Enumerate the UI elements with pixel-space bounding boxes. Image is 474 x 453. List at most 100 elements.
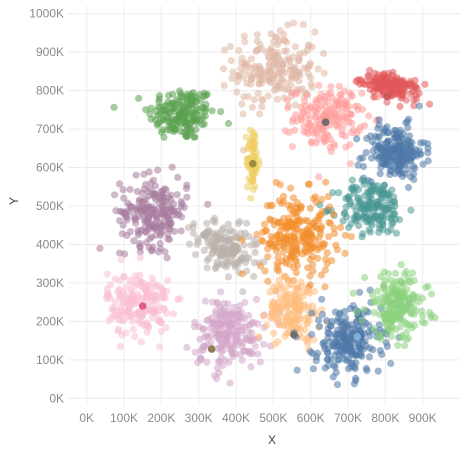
scatter-point <box>239 110 247 118</box>
scatter-point <box>134 226 142 234</box>
scatter-point <box>305 115 313 123</box>
scatter-point <box>144 215 152 223</box>
scatter-point <box>303 319 311 327</box>
scatter-point <box>341 87 349 95</box>
scatter-point <box>188 127 196 136</box>
scatter-point <box>424 157 432 165</box>
scatter-point <box>424 144 432 152</box>
scatter-point <box>164 98 172 106</box>
scatter-point <box>374 287 382 295</box>
scatter-point <box>284 281 293 289</box>
scatter-point <box>264 277 272 285</box>
scatter-point <box>332 241 340 249</box>
scatter-point <box>411 321 419 329</box>
scatter-point <box>329 342 337 350</box>
scatter-point <box>242 133 250 141</box>
scatter-point <box>328 94 336 102</box>
scatter-point <box>233 88 241 96</box>
scatter-point <box>381 287 389 295</box>
scatter-point <box>352 351 360 359</box>
scatter-point <box>375 116 383 124</box>
scatter-point <box>177 90 185 98</box>
scatter-point <box>227 57 235 65</box>
scatter-point <box>385 85 393 93</box>
scatter-point <box>159 288 167 296</box>
scatter-point <box>271 33 279 41</box>
x-axis-title: X <box>268 433 276 447</box>
scatter-point <box>256 358 264 366</box>
scatter-point <box>400 293 408 301</box>
scatter-point <box>421 80 429 88</box>
scatter-point <box>318 295 326 303</box>
scatter-point <box>415 102 423 110</box>
scatter-point <box>368 291 377 299</box>
scatter-point <box>358 89 366 97</box>
scatter-point <box>115 325 123 333</box>
scatter-point <box>347 233 355 241</box>
scatter-point <box>174 173 182 181</box>
scatter-point <box>231 248 239 256</box>
scatter-point <box>153 292 161 300</box>
scatter-point <box>118 208 126 216</box>
scatter-point <box>404 124 412 132</box>
scatter-point <box>366 81 374 89</box>
scatter-point <box>267 63 275 71</box>
scatter-point <box>202 229 210 237</box>
scatter-point <box>315 173 323 181</box>
scatter-point <box>107 281 115 289</box>
scatter-point <box>170 128 178 136</box>
scatter-point <box>296 50 304 58</box>
scatter-point <box>366 187 374 195</box>
scatter-point <box>389 219 397 227</box>
scatter-point <box>103 270 111 278</box>
scatter-point <box>220 224 228 232</box>
scatter-point <box>154 248 163 256</box>
scatter-point <box>366 228 374 236</box>
scatter-point <box>377 190 385 198</box>
scatter-point <box>276 227 284 235</box>
scatter-point <box>318 222 326 231</box>
scatter-point <box>352 374 360 382</box>
scatter-point <box>156 222 164 230</box>
scatter-point <box>258 103 266 111</box>
scatter-point <box>382 339 390 347</box>
scatter-point <box>396 102 404 110</box>
scatter-point <box>375 321 383 329</box>
scatter-point <box>406 145 414 153</box>
scatter-point <box>370 298 378 307</box>
scatter-point <box>205 316 213 324</box>
scatter-point <box>307 80 315 88</box>
scatter-point <box>378 299 386 307</box>
scatter-point <box>353 308 361 316</box>
scatter-point <box>315 316 323 324</box>
scatter-point <box>410 175 418 184</box>
scatter-point <box>208 107 216 115</box>
scatter-point <box>217 259 225 268</box>
y-tick-label: 800K <box>36 84 64 98</box>
scatter-point <box>329 210 338 218</box>
scatter-point <box>140 185 148 193</box>
scatter-point <box>325 233 333 241</box>
scatter-point <box>341 231 349 239</box>
scatter-point <box>426 100 434 108</box>
scatter-point <box>271 304 279 312</box>
scatter-point <box>215 369 223 377</box>
scatter-point <box>188 101 196 109</box>
scatter-point <box>281 235 289 243</box>
scatter-point <box>342 203 350 211</box>
scatter-point <box>287 73 295 81</box>
scatter-point <box>309 365 318 373</box>
scatter-point <box>263 201 271 210</box>
scatter-point <box>264 245 272 253</box>
scatter-point <box>118 230 126 238</box>
scatter-point <box>355 222 363 230</box>
scatter-point <box>137 308 145 316</box>
scatter-point <box>164 277 172 285</box>
scatter-point <box>407 90 415 98</box>
scatter-point <box>410 310 418 318</box>
scatter-point <box>395 311 403 319</box>
scatter-point <box>422 283 430 291</box>
scatter-point <box>193 119 201 127</box>
scatter-point <box>220 46 229 54</box>
scatter-point <box>353 129 361 137</box>
